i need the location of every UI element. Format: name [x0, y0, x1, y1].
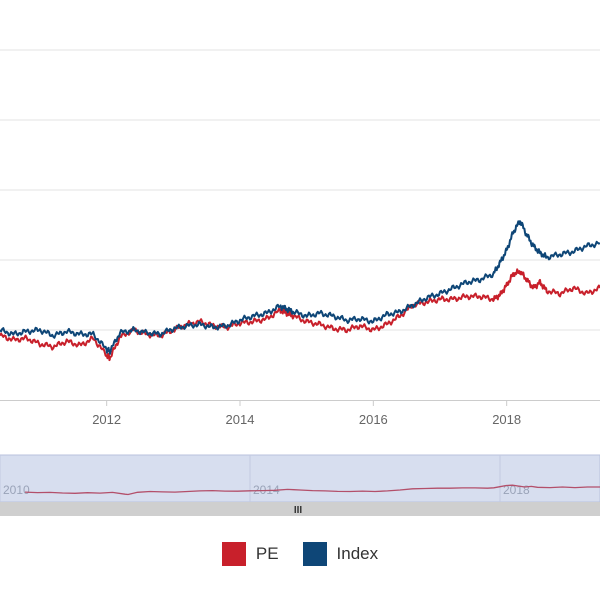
legend-item-pe[interactable]: PE — [221, 542, 279, 566]
x-tick-label: 2014 — [226, 412, 255, 427]
legend-item-index[interactable]: Index — [302, 542, 379, 566]
legend-swatch-index — [302, 542, 327, 566]
scrollbar-grip[interactable]: III — [294, 505, 303, 516]
legend-label-index: Index — [336, 544, 379, 563]
navigator-series-line — [24, 484, 600, 496]
legend-label-pe: PE — [255, 544, 279, 563]
legend: PE Index — [0, 541, 600, 567]
legend-swatch-pe — [221, 542, 246, 566]
x-tick-label: 2018 — [492, 412, 521, 427]
navigator-tick-label: 2010 — [3, 483, 30, 497]
x-tick-label: 2016 — [359, 412, 388, 427]
x-tick-label: 2012 — [92, 412, 121, 427]
series-line-pe — [0, 268, 600, 362]
series-line-index — [0, 220, 600, 355]
scrollbar-track[interactable] — [0, 502, 600, 516]
